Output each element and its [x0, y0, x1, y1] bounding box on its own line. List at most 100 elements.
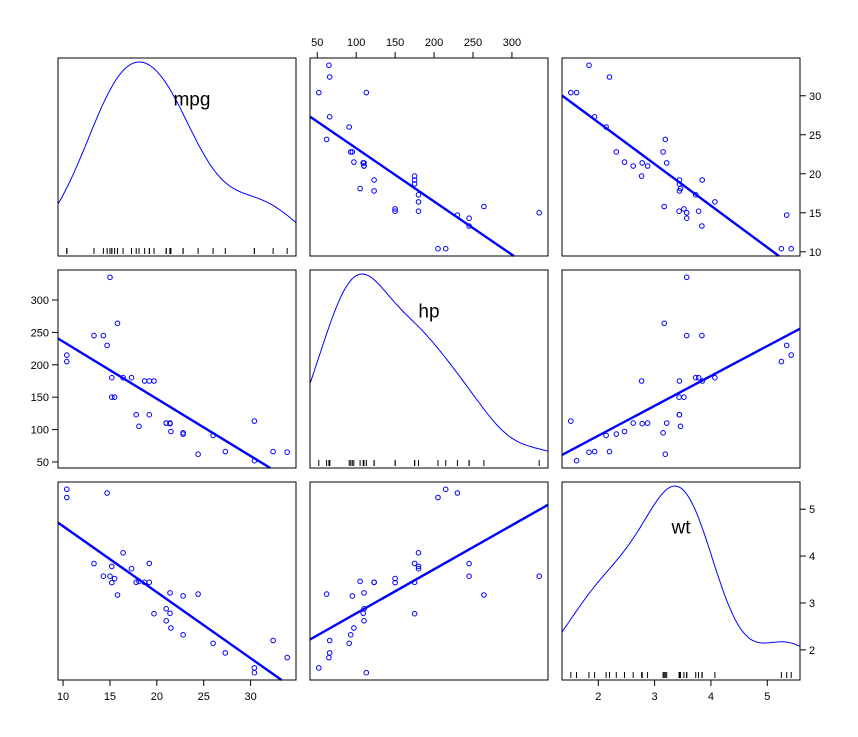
point-hp-vs-wt-22 [676, 394, 682, 401]
x-tick-label-hp-5: 300 [503, 37, 521, 49]
point-hp-vs-mpg-22 [109, 394, 115, 401]
panel-wt-vs-hp [309, 481, 549, 681]
point-hp-vs-mpg-25 [222, 448, 229, 455]
panel-frame [309, 269, 549, 469]
point-hp-vs-wt-3 [663, 420, 670, 426]
point-hp-vs-wt-15 [788, 352, 795, 358]
x-tick-label-wt-2: 4 [708, 691, 714, 703]
point-mpg-vs-hp-16 [454, 212, 461, 218]
point-mpg-vs-wt-14 [778, 245, 785, 252]
panel-hp-vs-mpg [57, 269, 297, 470]
point-hp-vs-wt-2 [613, 431, 620, 437]
point-wt-vs-hp-25 [326, 650, 333, 656]
point-hp-vs-wt-6 [683, 332, 690, 339]
panel-frame [309, 481, 549, 681]
point-wt-vs-mpg-16 [104, 490, 110, 496]
point-hp-vs-mpg-12 [128, 374, 135, 381]
x-tick-label-hp-3: 200 [425, 37, 443, 49]
y-tick-label-hp-3: 200 [31, 360, 49, 372]
point-mpg-vs-hp-29 [411, 173, 418, 179]
point-hp-vs-mpg-27 [251, 418, 258, 424]
point-wt-vs-mpg-8 [180, 593, 186, 599]
point-wt-vs-mpg-24 [146, 560, 153, 567]
point-wt-vs-hp-8 [349, 593, 356, 599]
point-wt-vs-hp-24 [411, 560, 418, 567]
point-wt-vs-mpg-23 [91, 560, 97, 567]
point-hp-vs-mpg-18 [251, 457, 258, 464]
point-mpg-vs-hp-27 [363, 89, 370, 96]
point-wt-vs-hp-0 [361, 618, 367, 624]
point-hp-vs-wt-4 [676, 378, 683, 384]
point-mpg-vs-wt-23 [699, 223, 705, 229]
point-hp-vs-wt-31 [639, 420, 646, 427]
point-mpg-vs-hp-20 [351, 159, 357, 165]
point-hp-vs-mpg-17 [270, 448, 276, 455]
point-hp-vs-wt-23 [699, 332, 705, 339]
point-mpg-vs-wt-3 [663, 160, 670, 166]
point-wt-vs-hp-4 [411, 579, 418, 586]
y-tick-label-mpg-2: 20 [809, 169, 821, 181]
point-mpg-vs-wt-11 [712, 199, 718, 205]
point-mpg-vs-wt-2 [613, 149, 620, 155]
point-wt-vs-mpg-2 [180, 632, 186, 638]
y-tick-label-mpg-1: 15 [809, 208, 821, 220]
point-hp-vs-wt-25 [591, 448, 598, 455]
panel-mpg-vs-wt [561, 57, 801, 257]
point-hp-vs-wt-28 [661, 320, 668, 327]
point-wt-vs-mpg-17 [270, 637, 276, 644]
point-hp-vs-mpg-15 [64, 352, 70, 358]
point-mpg-vs-hp-12 [415, 192, 422, 198]
point-wt-vs-mpg-0 [163, 618, 169, 624]
point-mpg-vs-hp-17 [326, 74, 333, 80]
point-hp-vs-mpg-26 [210, 432, 216, 439]
point-wt-vs-mpg-13 [109, 563, 115, 570]
point-mpg-vs-wt-30 [683, 210, 690, 216]
point-mpg-vs-hp-10 [371, 188, 377, 194]
regression-line-mpg-on-wt [561, 94, 780, 257]
point-mpg-vs-wt-0 [630, 163, 637, 169]
point-mpg-vs-wt-17 [606, 74, 613, 80]
point-wt-vs-hp-2 [347, 632, 354, 638]
point-hp-vs-mpg-6 [100, 332, 107, 339]
point-mpg-vs-hp-1 [361, 163, 367, 169]
point-mpg-vs-wt-29 [638, 173, 645, 179]
point-mpg-vs-hp-11 [415, 199, 422, 205]
point-mpg-vs-wt-28 [661, 203, 668, 210]
point-hp-vs-wt-11 [712, 374, 718, 381]
point-mpg-vs-wt-1 [644, 163, 651, 169]
point-mpg-vs-hp-30 [536, 210, 543, 216]
point-wt-vs-mpg-31 [167, 610, 173, 617]
point-wt-vs-mpg-21 [111, 575, 118, 582]
panel-frame [561, 269, 801, 469]
point-mpg-vs-hp-14 [435, 245, 441, 252]
point-hp-vs-mpg-28 [114, 320, 121, 327]
point-wt-vs-mpg-19 [284, 654, 291, 661]
point-mpg-vs-hp-7 [323, 136, 330, 143]
point-mpg-vs-hp-24 [411, 177, 418, 183]
point-hp-vs-wt-18 [573, 457, 580, 464]
variable-label-wt: wt [671, 518, 692, 539]
point-mpg-vs-wt-10 [676, 188, 683, 194]
point-wt-vs-mpg-3 [167, 590, 173, 596]
panel-mpg-vs-mpg: mpg [57, 57, 297, 257]
point-hp-vs-mpg-4 [141, 378, 148, 384]
panel-frame [57, 481, 297, 681]
point-hp-vs-mpg-1 [163, 420, 169, 426]
point-hp-vs-wt-7 [662, 451, 669, 458]
y-tick-label-wt-1: 3 [809, 598, 815, 610]
x-tick-label-wt-3: 5 [764, 691, 770, 703]
x-tick-label-mpg-3: 25 [198, 691, 210, 703]
x-tick-label-hp-1: 100 [347, 37, 365, 49]
point-hp-vs-mpg-5 [136, 423, 142, 430]
point-wt-vs-hp-21 [392, 575, 398, 582]
x-tick-label-hp-2: 150 [386, 37, 404, 49]
point-mpg-vs-wt-26 [603, 124, 609, 130]
point-wt-vs-mpg-22 [109, 579, 115, 586]
point-wt-vs-hp-18 [316, 665, 322, 671]
point-hp-vs-wt-10 [676, 411, 683, 418]
point-mpg-vs-wt-6 [683, 215, 690, 221]
x-tick-label-mpg-1: 15 [104, 691, 116, 703]
point-hp-vs-wt-26 [603, 432, 609, 439]
point-hp-vs-wt-1 [644, 420, 651, 426]
point-wt-vs-hp-16 [454, 490, 461, 496]
